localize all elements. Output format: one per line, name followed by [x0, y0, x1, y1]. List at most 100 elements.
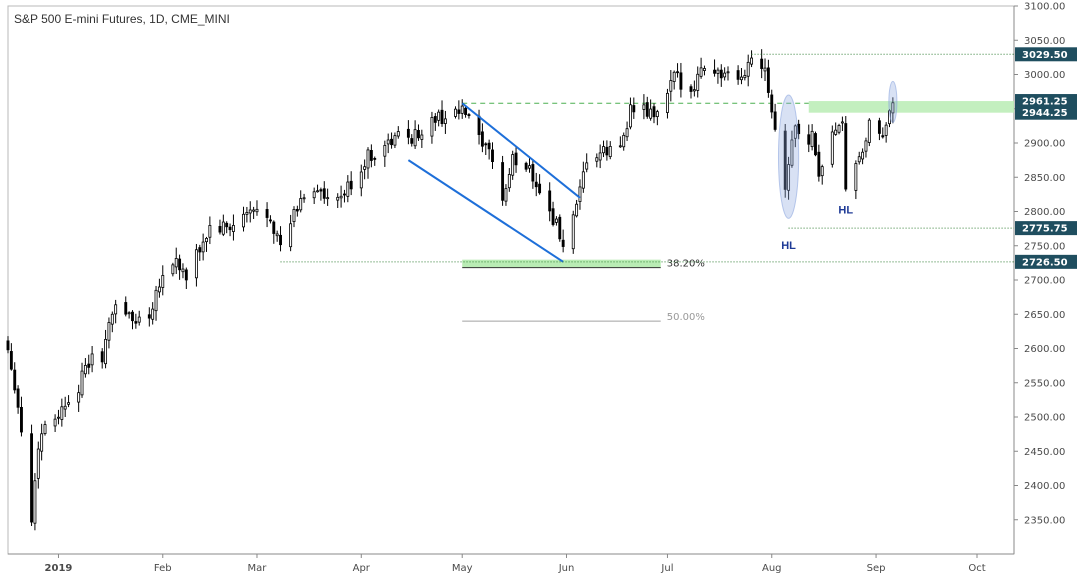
candle-body [100, 351, 104, 363]
candle-body [881, 135, 885, 138]
candle-body [558, 216, 562, 240]
candle-body [393, 135, 397, 146]
candle-body [218, 226, 222, 233]
candle-body [268, 219, 272, 222]
candle-body [548, 190, 552, 212]
candle-body [830, 131, 834, 165]
candle-body [834, 129, 838, 135]
candle-body [90, 353, 94, 366]
candle-body [302, 197, 306, 200]
y-tick-label: 3100.00 [1024, 2, 1065, 13]
candle-body [299, 198, 303, 211]
candle-body [225, 222, 229, 228]
candle-body [602, 146, 605, 154]
candle-body [538, 183, 542, 194]
candle-body [464, 107, 468, 115]
candle-body [279, 234, 282, 246]
candle-body [487, 142, 491, 150]
y-tick-label: 3050.00 [1024, 36, 1065, 47]
candle-body [154, 289, 158, 312]
candle-body [127, 312, 131, 315]
candle-body [147, 314, 151, 319]
candle-body [491, 149, 494, 163]
candle-body [275, 233, 279, 237]
candle-body [571, 214, 575, 250]
candle-body [625, 128, 629, 138]
candle-body [252, 209, 256, 212]
x-tick-label: Apr [353, 563, 371, 574]
candle-body [669, 80, 673, 92]
candle-body [248, 209, 252, 214]
candle-body [467, 114, 471, 117]
candle-body [672, 71, 676, 82]
candle-body [410, 138, 414, 144]
candle-body [891, 102, 895, 114]
candle-body [9, 351, 13, 370]
y-tick-label: 3000.00 [1024, 70, 1065, 81]
x-tick-label: Jul [660, 563, 673, 574]
candle-body [514, 152, 518, 166]
candle-body [194, 249, 198, 279]
candle-body [578, 186, 582, 202]
price-tag-label: 2961.25 [1022, 97, 1068, 108]
candle-body [857, 156, 861, 163]
candle-body [484, 143, 488, 146]
candle-body [790, 139, 794, 166]
candle-body [723, 72, 727, 78]
candle-body [554, 218, 558, 223]
candle-body [83, 364, 87, 375]
candle-body [770, 94, 774, 113]
candle-body [844, 123, 848, 190]
candle-body [511, 154, 515, 176]
candle-body [134, 321, 138, 324]
candle-body [726, 71, 730, 74]
candle-body [433, 116, 437, 123]
y-tick-label: 2400.00 [1024, 481, 1065, 492]
price-tag-label: 2775.75 [1022, 224, 1068, 235]
candle-body [884, 124, 888, 136]
candle-body [713, 69, 716, 74]
candle-body [107, 322, 111, 341]
candle-body [655, 111, 659, 118]
y-tick-label: 2900.00 [1024, 139, 1065, 150]
price-tag-label: 3029.50 [1022, 50, 1068, 61]
resistance-zone [808, 101, 1014, 113]
candle-body [30, 433, 33, 523]
candle-body [43, 424, 47, 434]
candle-body [33, 480, 37, 524]
price-tag-label: 2726.50 [1022, 257, 1068, 268]
candle-body [632, 105, 636, 113]
candle-body [460, 105, 464, 114]
candle-body [151, 308, 155, 320]
candle-body [369, 150, 373, 161]
candle-body [504, 188, 508, 202]
candle-body [137, 316, 141, 323]
candle-body [743, 75, 747, 79]
candle-body [457, 109, 461, 114]
fib-fill-band [462, 259, 661, 268]
candle-body [430, 117, 434, 137]
y-tick-label: 2450.00 [1024, 447, 1065, 458]
candle-body [854, 163, 858, 191]
candle-body [740, 76, 743, 81]
candle-body [622, 134, 626, 148]
candle-body [208, 225, 212, 238]
candle-body [198, 247, 202, 253]
candle-body [551, 208, 555, 225]
y-tick-label: 2750.00 [1024, 241, 1065, 252]
x-tick-label: Jun [558, 563, 575, 574]
candle-body [40, 433, 44, 452]
candle-body [696, 73, 700, 91]
candle-body [736, 70, 740, 80]
y-tick-label: 2600.00 [1024, 344, 1065, 355]
candle-body [666, 92, 669, 113]
candle-body [719, 69, 723, 79]
candle-body [60, 406, 64, 420]
candle-body [406, 128, 410, 138]
candle-body [110, 313, 114, 325]
candle-body [531, 164, 535, 182]
candle-body [477, 115, 481, 136]
candle-body [676, 71, 679, 74]
candle-body [605, 146, 609, 156]
